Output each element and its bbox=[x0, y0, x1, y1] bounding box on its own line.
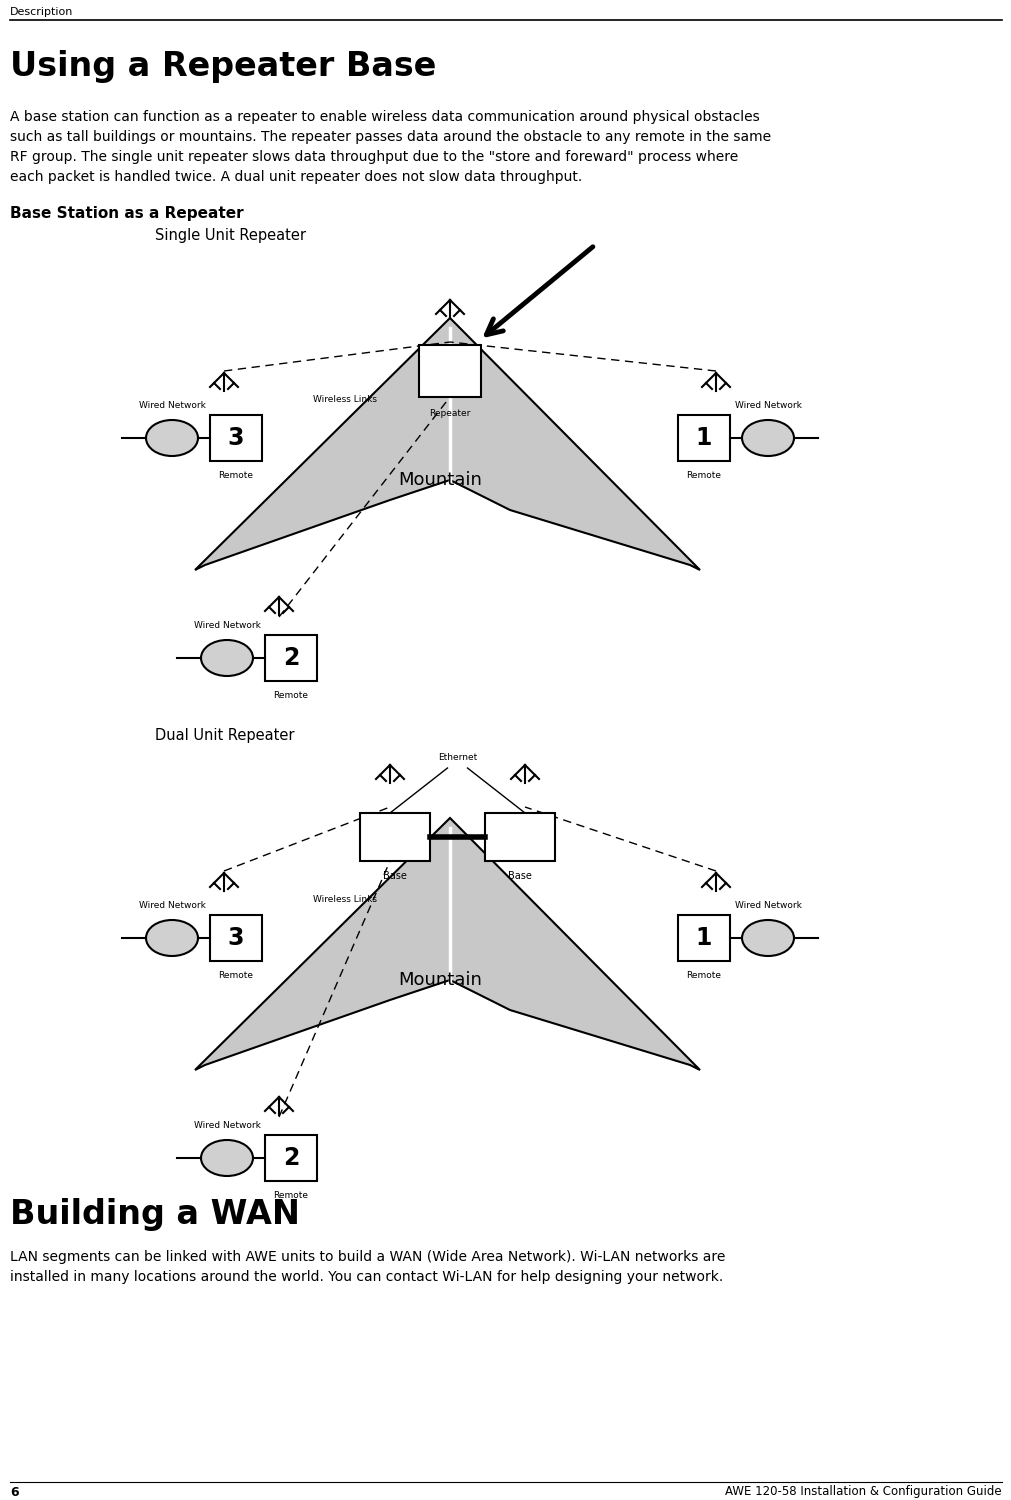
Bar bbox=[419, 345, 480, 398]
Polygon shape bbox=[195, 818, 700, 1070]
Text: LAN segments can be linked with AWE units to build a WAN (Wide Area Network). Wi: LAN segments can be linked with AWE unit… bbox=[10, 1250, 725, 1264]
Text: Single Unit Repeater: Single Unit Repeater bbox=[155, 228, 305, 243]
Ellipse shape bbox=[201, 640, 253, 676]
Text: AWE 120-58 Installation & Configuration Guide: AWE 120-58 Installation & Configuration … bbox=[725, 1485, 1001, 1498]
Text: Description: Description bbox=[10, 8, 74, 16]
Ellipse shape bbox=[741, 920, 794, 956]
Text: Remote: Remote bbox=[273, 692, 308, 700]
Text: Remote: Remote bbox=[685, 970, 721, 980]
Bar bbox=[677, 416, 729, 460]
Text: Repeater: Repeater bbox=[429, 410, 470, 419]
Text: Base: Base bbox=[508, 871, 532, 880]
Text: Remote: Remote bbox=[218, 471, 253, 480]
Bar bbox=[210, 416, 262, 460]
Text: Using a Repeater Base: Using a Repeater Base bbox=[10, 50, 436, 82]
Text: Remote: Remote bbox=[685, 471, 721, 480]
Text: Ethernet: Ethernet bbox=[438, 753, 476, 762]
Ellipse shape bbox=[146, 920, 198, 956]
Ellipse shape bbox=[741, 420, 794, 456]
Text: Building a WAN: Building a WAN bbox=[10, 1198, 299, 1231]
Text: 1: 1 bbox=[696, 926, 712, 950]
Text: Wireless Links: Wireless Links bbox=[312, 896, 377, 904]
Text: Mountain: Mountain bbox=[397, 471, 481, 489]
Text: Wired Network: Wired Network bbox=[193, 621, 260, 630]
Text: 3: 3 bbox=[227, 426, 244, 450]
Text: A base station can function as a repeater to enable wireless data communication : A base station can function as a repeate… bbox=[10, 110, 759, 125]
Text: Remote: Remote bbox=[273, 1191, 308, 1200]
Bar bbox=[265, 634, 316, 681]
Text: 2: 2 bbox=[282, 1146, 299, 1170]
Text: 6: 6 bbox=[10, 1485, 18, 1498]
Text: Base Station as a Repeater: Base Station as a Repeater bbox=[10, 206, 244, 220]
Text: installed in many locations around the world. You can contact Wi-LAN for help de: installed in many locations around the w… bbox=[10, 1270, 723, 1284]
Text: Wireless Links: Wireless Links bbox=[312, 396, 377, 405]
Ellipse shape bbox=[146, 420, 198, 456]
Bar bbox=[210, 915, 262, 962]
Text: Wired Network: Wired Network bbox=[734, 902, 801, 910]
Text: RF group. The single unit repeater slows data throughput due to the "store and f: RF group. The single unit repeater slows… bbox=[10, 150, 737, 164]
Text: Remote: Remote bbox=[218, 970, 253, 980]
Text: Wired Network: Wired Network bbox=[193, 1120, 260, 1130]
Text: 1: 1 bbox=[696, 426, 712, 450]
Bar bbox=[265, 1136, 316, 1180]
Text: Wired Network: Wired Network bbox=[139, 902, 205, 910]
Text: such as tall buildings or mountains. The repeater passes data around the obstacl: such as tall buildings or mountains. The… bbox=[10, 130, 770, 144]
Text: Wired Network: Wired Network bbox=[734, 400, 801, 410]
Bar bbox=[484, 813, 554, 861]
Polygon shape bbox=[195, 318, 700, 570]
Ellipse shape bbox=[201, 1140, 253, 1176]
Text: Mountain: Mountain bbox=[397, 970, 481, 988]
Text: 3: 3 bbox=[227, 926, 244, 950]
Text: Wired Network: Wired Network bbox=[139, 400, 205, 410]
Text: Base: Base bbox=[383, 871, 406, 880]
Bar bbox=[677, 915, 729, 962]
Text: 2: 2 bbox=[282, 646, 299, 670]
Text: Dual Unit Repeater: Dual Unit Repeater bbox=[155, 728, 294, 742]
Text: each packet is handled twice. A dual unit repeater does not slow data throughput: each packet is handled twice. A dual uni… bbox=[10, 170, 581, 184]
Bar bbox=[360, 813, 430, 861]
